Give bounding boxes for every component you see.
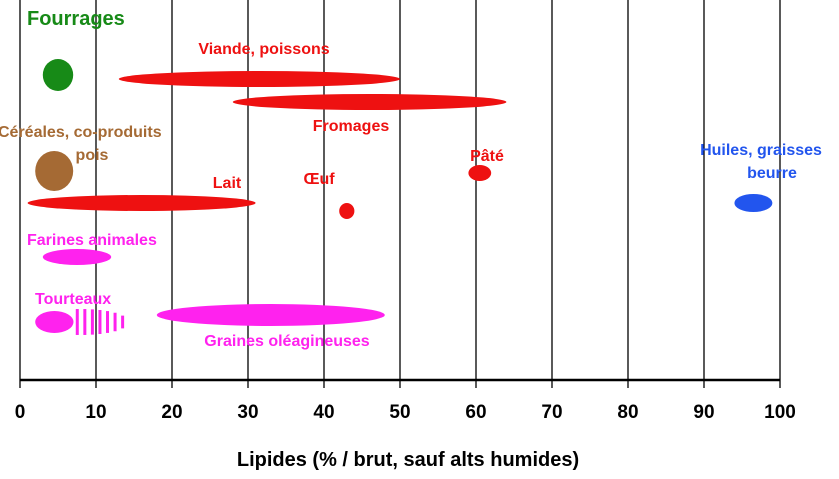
x-tick-label-30: 30 bbox=[237, 402, 258, 423]
range-lait bbox=[27, 195, 256, 211]
gridlines bbox=[19, 0, 781, 388]
tourteaux-dashes bbox=[75, 309, 125, 335]
tourteaux-dash bbox=[75, 309, 79, 335]
x-tick-labels: 0 10 20 30 40 50 60 70 80 90 100 bbox=[15, 402, 796, 423]
label-viande-poissons: Viande, poissons bbox=[198, 41, 329, 58]
label-oeuf: Œuf bbox=[303, 171, 335, 188]
x-axis-label: Lipides (% / brut, sauf alts humides) bbox=[237, 449, 579, 471]
label-farines: Farines animales bbox=[27, 232, 157, 249]
tourteaux-dash bbox=[83, 309, 87, 335]
x-tick-label-90: 90 bbox=[693, 402, 714, 423]
label-huiles: Huiles, graisses bbox=[700, 142, 822, 159]
label-tourteaux: Tourteaux bbox=[35, 291, 111, 308]
tourteaux-dash bbox=[113, 312, 117, 332]
x-tick-label-60: 60 bbox=[465, 402, 486, 423]
range-pate bbox=[468, 165, 492, 181]
x-tick-label-20: 20 bbox=[161, 402, 182, 423]
x-tick-label-70: 70 bbox=[541, 402, 562, 423]
tourteaux-dash bbox=[121, 315, 125, 329]
tourteaux-dash bbox=[98, 310, 102, 334]
range-graines bbox=[156, 304, 385, 326]
tourteaux-dash bbox=[106, 311, 110, 333]
range-farines bbox=[42, 249, 112, 265]
x-tick-label-40: 40 bbox=[313, 402, 334, 423]
label-fourrages: Fourrages bbox=[27, 8, 125, 30]
x-tick-label-10: 10 bbox=[85, 402, 106, 423]
range-marks bbox=[27, 59, 773, 335]
label-lait: Lait bbox=[213, 175, 242, 192]
label-graines: Graines oléagineuses bbox=[204, 333, 370, 350]
x-tick-label-50: 50 bbox=[389, 402, 410, 423]
range-tourteaux bbox=[35, 309, 125, 335]
x-tick-label-80: 80 bbox=[617, 402, 638, 423]
x-tick-label-100: 100 bbox=[764, 402, 796, 423]
label-fromages: Fromages bbox=[313, 118, 390, 135]
range-fromages bbox=[232, 94, 507, 110]
label-pois: pois bbox=[76, 147, 109, 164]
range-fourrages bbox=[42, 59, 74, 91]
x-tick-label-0: 0 bbox=[15, 402, 26, 423]
range-oeuf bbox=[339, 203, 355, 219]
label-pate: Pâté bbox=[470, 148, 504, 165]
range-huiles bbox=[734, 194, 773, 212]
group-labels: Fourrages Viande, poissons Fromages Céré… bbox=[0, 8, 822, 350]
tourteaux-body bbox=[35, 311, 74, 333]
x-axis: 0 10 20 30 40 50 60 70 80 90 100 Lipides (% / brut… bbox=[15, 378, 796, 471]
label-beurre: beurre bbox=[747, 165, 797, 182]
range-cereales bbox=[35, 151, 74, 191]
label-cereales: Céréales, co-produits bbox=[0, 124, 162, 141]
tourteaux-dash bbox=[90, 309, 94, 335]
range-viande-poissons bbox=[118, 71, 400, 87]
